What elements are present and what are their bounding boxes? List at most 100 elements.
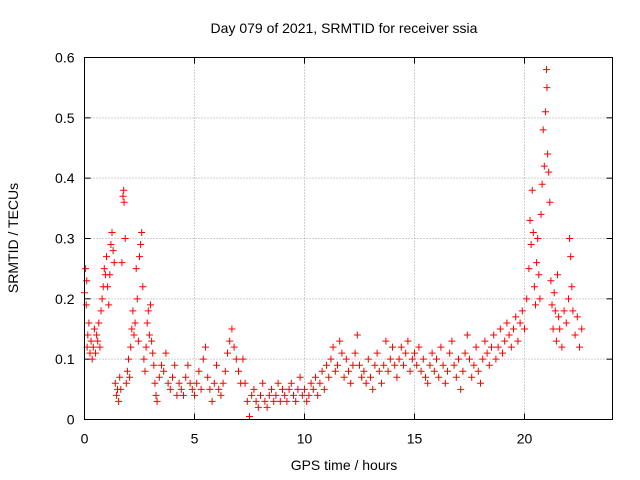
data-point: [539, 126, 547, 134]
data-point: [87, 337, 95, 345]
data-point: [441, 379, 449, 387]
data-point: [281, 391, 289, 399]
data-point: [472, 343, 480, 351]
data-point: [525, 265, 533, 273]
data-point: [119, 192, 127, 200]
data-point: [155, 373, 163, 381]
data-point: [116, 373, 124, 381]
data-points: [81, 66, 586, 420]
data-point: [118, 259, 126, 267]
data-point: [569, 307, 577, 315]
data-point: [492, 355, 500, 363]
data-point: [408, 355, 416, 363]
data-point: [285, 385, 293, 393]
data-point: [400, 361, 407, 369]
data-point: [147, 301, 154, 309]
data-point: [127, 343, 135, 351]
data-point: [123, 367, 131, 375]
data-point: [180, 391, 187, 399]
data-point: [485, 361, 493, 369]
data-point: [186, 379, 194, 387]
data-point: [533, 259, 541, 267]
data-point: [329, 343, 337, 351]
data-point: [143, 319, 151, 327]
data-point: [117, 385, 125, 393]
data-point: [92, 349, 99, 357]
x-axis-label: GPS time / hours: [291, 457, 398, 473]
data-point: [549, 325, 557, 333]
data-point: [459, 367, 467, 375]
data-point: [448, 337, 456, 345]
data-point: [148, 337, 156, 345]
data-point: [108, 228, 116, 236]
data-point: [558, 343, 566, 351]
data-point: [535, 271, 543, 279]
data-point: [395, 355, 403, 363]
x-tick-label: 20: [517, 431, 533, 447]
data-point: [193, 379, 201, 387]
data-point: [364, 355, 372, 363]
data-point: [120, 198, 128, 206]
data-point: [380, 361, 388, 369]
data-point: [437, 343, 445, 351]
data-point: [145, 331, 153, 339]
data-point: [217, 391, 225, 399]
data-point: [568, 283, 576, 291]
data-point: [115, 397, 123, 405]
chart-title: Day 079 of 2021, SRMTID for receiver ssi…: [211, 20, 478, 36]
data-point: [528, 186, 536, 194]
data-point: [345, 367, 352, 375]
data-point: [532, 301, 539, 309]
data-point: [514, 337, 522, 345]
data-point: [144, 307, 152, 315]
data-point: [210, 379, 218, 387]
data-point: [527, 241, 535, 249]
data-point: [526, 216, 534, 224]
data-point: [138, 228, 146, 236]
data-point: [268, 385, 275, 393]
data-point: [571, 331, 579, 339]
data-point: [494, 343, 502, 351]
data-point: [327, 355, 335, 363]
data-point: [536, 295, 544, 303]
data-point: [543, 66, 550, 74]
data-point: [555, 313, 563, 321]
data-point: [483, 349, 491, 357]
data-point: [349, 361, 357, 369]
data-point: [362, 379, 370, 387]
data-point: [287, 379, 295, 387]
data-point: [496, 325, 504, 333]
data-point: [538, 180, 546, 188]
data-point: [121, 235, 129, 242]
data-point: [314, 391, 322, 399]
data-point: [334, 361, 341, 369]
data-point: [106, 271, 114, 279]
data-point: [546, 198, 554, 206]
y-tick-label: 0.6: [55, 50, 75, 66]
data-point: [576, 343, 583, 351]
data-point: [137, 241, 145, 249]
data-point: [439, 361, 447, 369]
x-tick-label: 10: [297, 431, 313, 447]
data-point: [290, 391, 297, 399]
data-point: [336, 337, 344, 345]
data-point: [545, 168, 553, 176]
data-point: [98, 295, 106, 303]
data-point: [221, 367, 229, 375]
data-point: [422, 373, 429, 381]
data-point: [378, 379, 385, 387]
data-point: [391, 361, 399, 369]
data-point: [130, 331, 138, 339]
data-point: [551, 307, 559, 315]
data-point: [490, 331, 498, 339]
data-point: [239, 355, 247, 363]
y-axis-tick-labels: 0 0.1 0.2 0.3 0.4 0.5 0.6: [55, 50, 75, 428]
data-point: [415, 343, 423, 351]
data-point: [342, 355, 350, 363]
data-point: [103, 253, 110, 261]
data-point: [450, 361, 458, 369]
data-point: [96, 343, 104, 351]
data-point: [419, 355, 427, 363]
y-tick-label: 0: [67, 412, 75, 428]
data-point: [367, 373, 374, 381]
